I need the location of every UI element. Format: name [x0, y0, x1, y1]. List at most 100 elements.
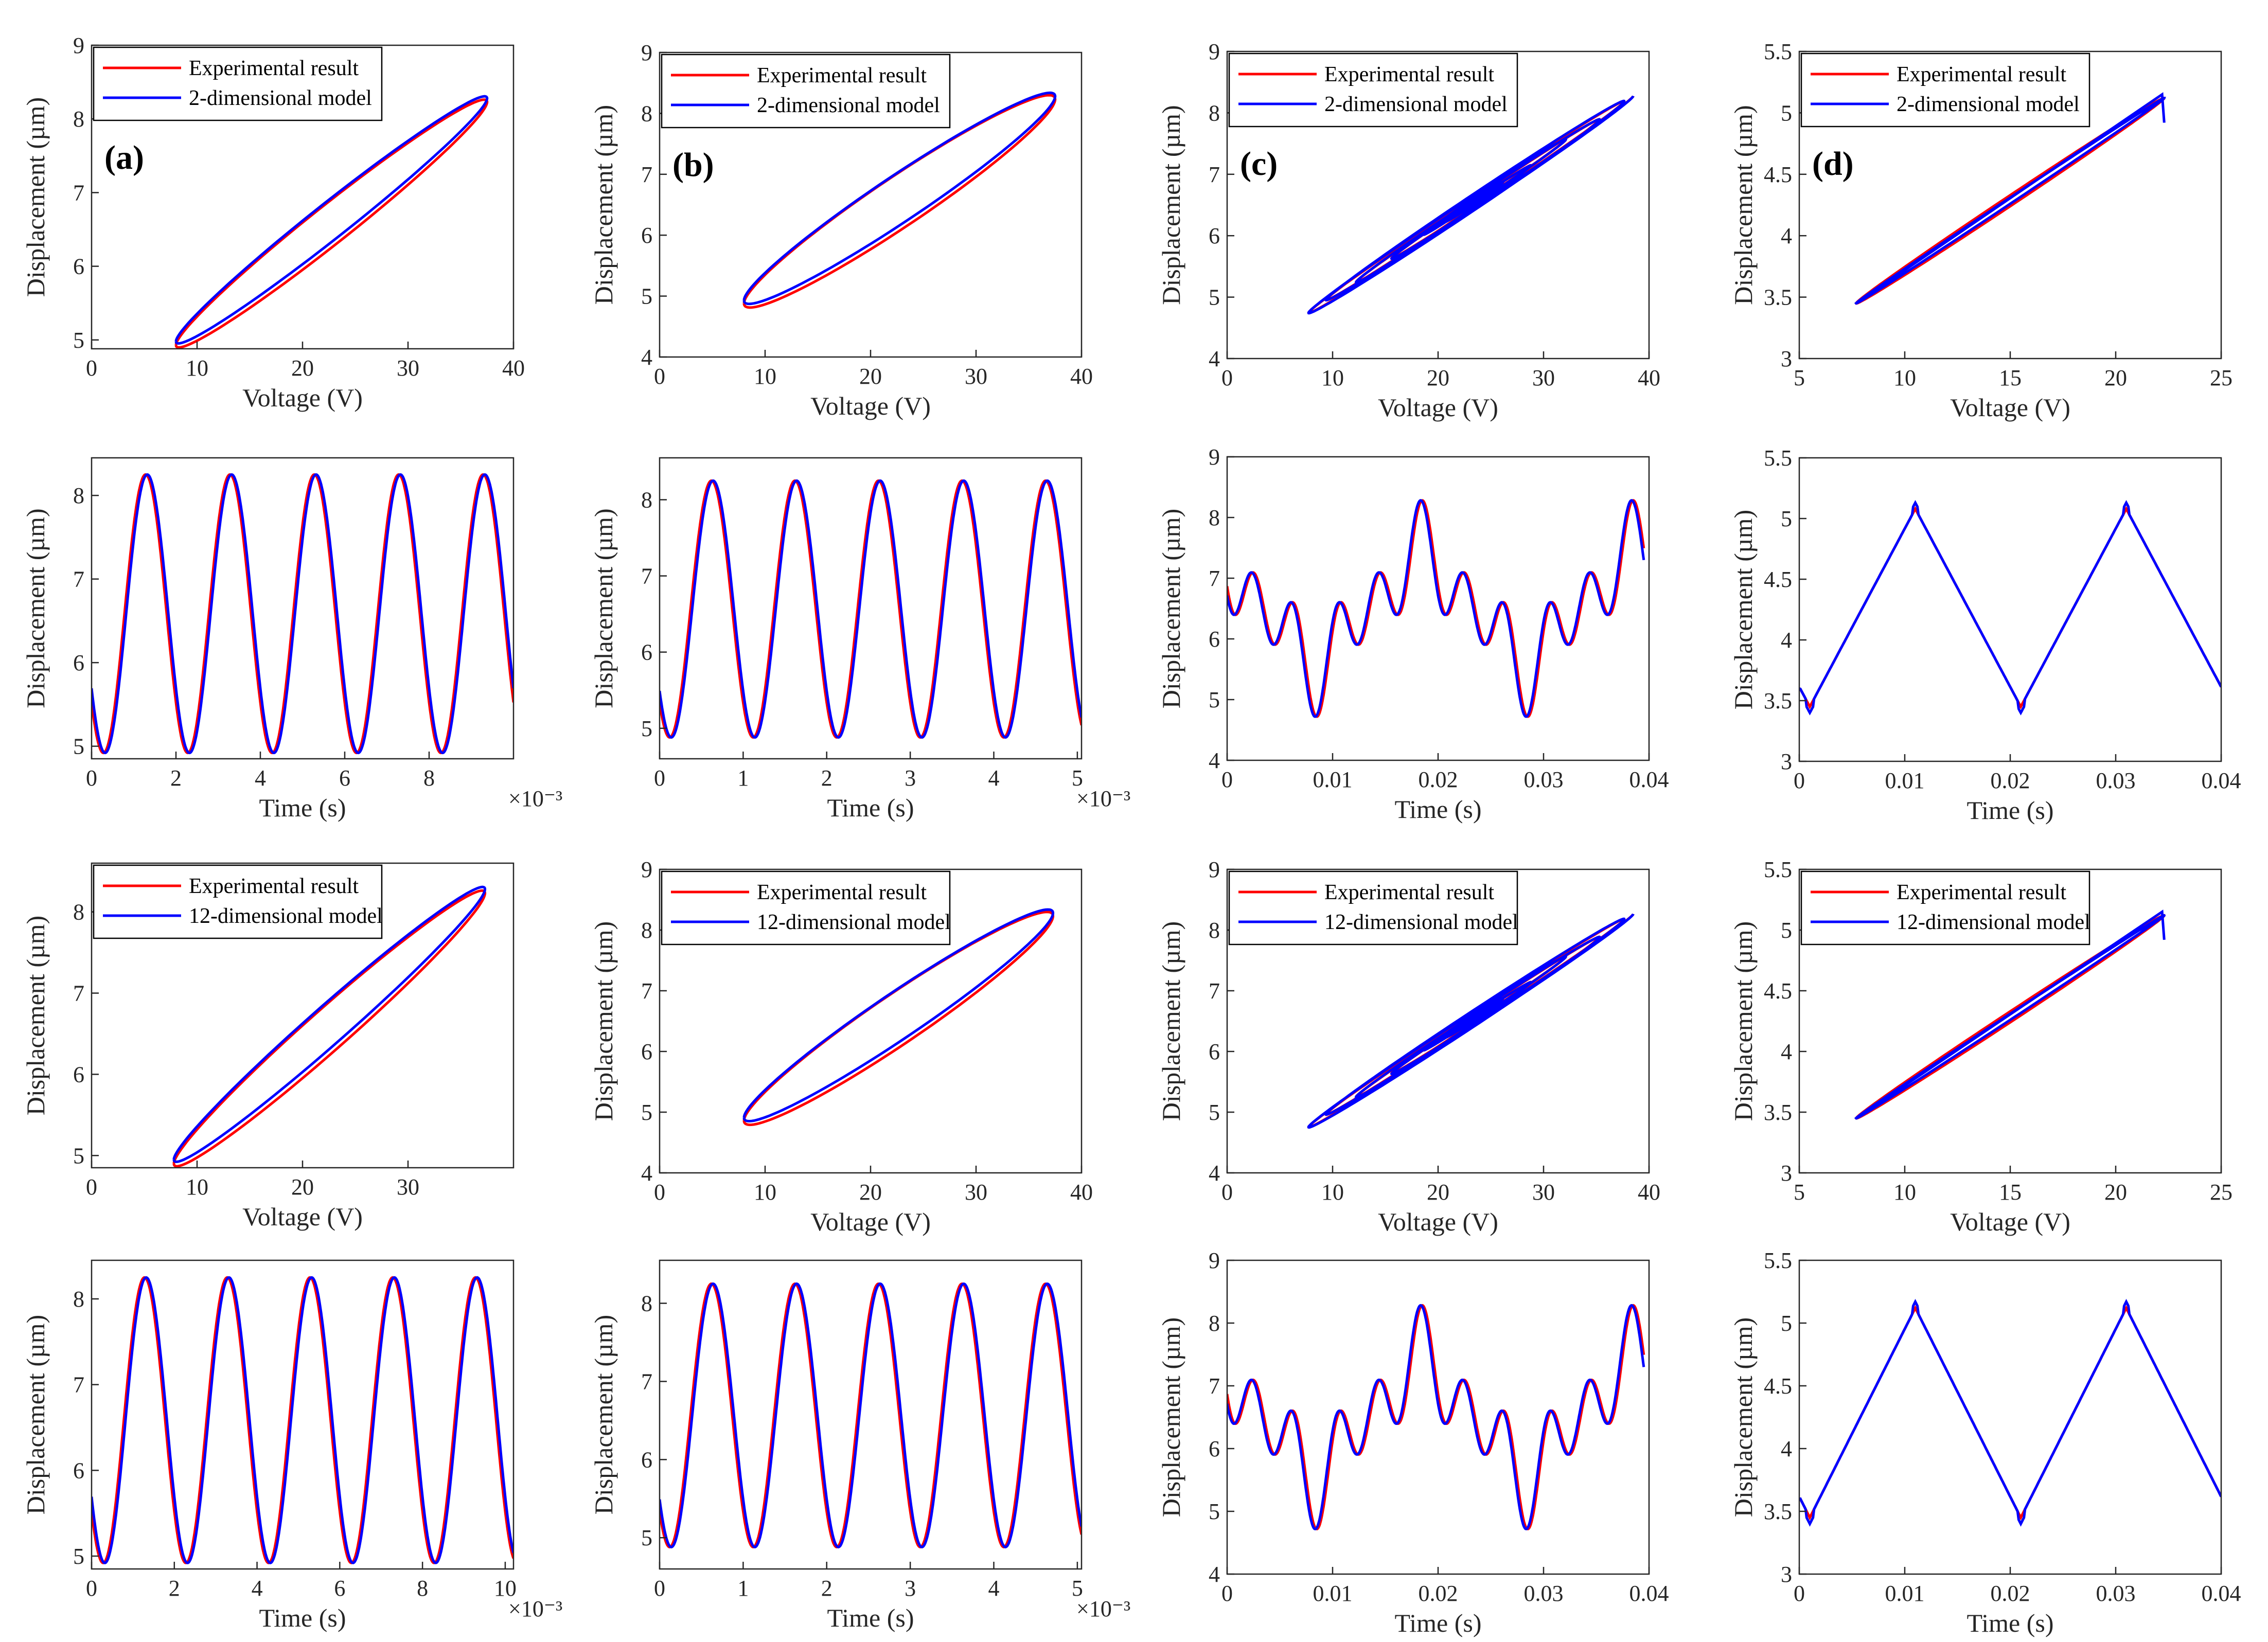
panel-a-time-2d: 0 2 4 6 8 5 6 7 8 Time (s) Displacement (µm) ×10⁻³	[21, 457, 562, 822]
model-curve-c-time-12d	[1227, 1304, 1645, 1530]
x-axis-exponent: ×10⁻³	[1076, 1596, 1130, 1621]
x-tick-label: 10	[754, 364, 776, 389]
x-tick-label: 0.03	[2096, 768, 2136, 793]
x-tick-label: 10	[1893, 365, 1916, 390]
x-tick-label: 10	[1321, 1180, 1344, 1205]
x-axis-label: Voltage (V)	[1950, 1207, 2070, 1236]
x-tick-label: 3	[905, 1576, 916, 1601]
y-tick-label: 7	[73, 180, 84, 205]
y-tick-label: 8	[73, 106, 84, 132]
panel-b-hyst-12d: 0 10 20 30 40 4 5 6 7 8 9 Voltage (V) Displacement (…	[589, 857, 1093, 1236]
y-tick-label: 5	[1781, 918, 1792, 943]
x-axis-label: Voltage (V)	[1378, 393, 1498, 422]
x-axis-exponent: ×10⁻³	[508, 1596, 562, 1621]
y-tick-label: 6	[73, 1062, 84, 1087]
y-tick-label: 6	[1209, 627, 1220, 652]
model-curve-d-time-2d	[1799, 500, 2221, 716]
model-curve-d-time-12d	[1799, 1299, 2221, 1527]
experimental-curve-b-time-12d	[660, 1282, 1082, 1549]
x-tick-label: 10	[186, 355, 208, 381]
x-tick-label: 0.02	[1991, 768, 2030, 793]
x-tick-label: 5	[1794, 365, 1805, 390]
legend-entry: Experimental result	[189, 874, 359, 898]
x-tick-label: 0.04	[2202, 1581, 2241, 1606]
x-axis-label: Voltage (V)	[810, 1207, 931, 1236]
y-tick-label: 5	[73, 328, 84, 353]
legend-box	[93, 864, 383, 939]
x-tick-label: 6	[334, 1576, 345, 1601]
y-axis-label: Displacement (µm)	[1729, 105, 1758, 305]
x-tick-label: 0	[86, 355, 97, 381]
x-tick-label: 5	[1794, 1180, 1805, 1205]
model-curve-b-time-2d	[660, 479, 1082, 739]
x-tick-label: 25	[2210, 1180, 2232, 1205]
legend-box	[1228, 870, 1518, 945]
x-tick-label: 20	[2104, 365, 2127, 390]
x-tick-label: 20	[291, 1174, 314, 1200]
x-tick-label: 0.02	[1419, 1581, 1458, 1606]
x-tick-label: 0	[654, 1180, 665, 1205]
x-axis-label: Voltage (V)	[1950, 393, 2070, 422]
x-tick-label: 20	[859, 1180, 882, 1205]
model-curve-a-time-2d	[92, 473, 513, 755]
y-tick-label: 4	[641, 1161, 652, 1186]
y-tick-label: 3.5	[1764, 1100, 1792, 1125]
x-tick-label: 2	[821, 1576, 832, 1601]
y-tick-label: 4	[641, 345, 652, 370]
axes-frame-b-time-12d	[659, 1259, 1083, 1570]
experimental-curve-a-hyst-2d	[174, 98, 489, 349]
x-tick-label: 4	[255, 765, 266, 791]
x-tick-label: 10	[1321, 365, 1344, 390]
x-tick-label: 0	[1221, 1581, 1233, 1606]
y-tick-label: 9	[641, 857, 652, 882]
x-tick-label: 0.02	[1991, 1581, 2030, 1606]
y-tick-label: 5	[1781, 1311, 1792, 1336]
x-tick-label: 0.01	[1885, 768, 1925, 793]
model-curve-c-hyst-12d	[1307, 913, 1635, 1129]
x-tick-label: 15	[1999, 1180, 2022, 1205]
y-tick-label: 5.5	[1764, 1248, 1792, 1273]
x-tick-label: 10	[1893, 1180, 1916, 1205]
panel-d-time-12d: 0 0.01 0.02 0.03 0.04 3 3.5 4 4.5 5 5.5 Time (s) Dis…	[1729, 1248, 2241, 1637]
legend-entry: Experimental result	[757, 881, 927, 904]
panel-b-time-2d: 0 1 2 3 4 5 5 6 7 8 Time (s) Displacement (µm) ×10⁻³	[589, 457, 1130, 822]
y-tick-label: 9	[1209, 444, 1220, 470]
x-axis-exponent: ×10⁻³	[508, 786, 562, 811]
model-curve-a-hyst-2d	[174, 95, 489, 345]
x-tick-label: 4	[988, 1576, 1000, 1601]
model-curve-a-time-12d	[92, 1276, 513, 1564]
y-tick-label: 5	[73, 734, 84, 759]
y-tick-label: 4	[1781, 628, 1792, 653]
x-tick-label: 20	[859, 364, 882, 389]
model-curve-c-hyst-2d	[1307, 95, 1635, 315]
y-tick-label: 4	[1209, 1161, 1220, 1186]
model-curve-d-hyst-12d	[1854, 909, 2166, 1120]
y-tick-label: 6	[641, 223, 652, 248]
x-axis-label: Time (s)	[827, 1603, 914, 1632]
x-tick-label: 0	[1221, 365, 1233, 390]
x-tick-label: 30	[397, 355, 419, 381]
y-tick-label: 5.5	[1764, 39, 1792, 64]
y-tick-label: 8	[1209, 100, 1220, 126]
y-tick-label: 5	[1209, 285, 1220, 310]
y-tick-label: 7	[73, 567, 84, 592]
y-tick-label: 6	[73, 254, 84, 279]
legend-box	[661, 53, 951, 129]
y-tick-label: 9	[1209, 39, 1220, 64]
y-axis-label: Displacement (µm)	[589, 105, 618, 305]
legend-entry: 2-dimensional model	[1324, 93, 1508, 116]
y-tick-label: 8	[73, 900, 84, 925]
x-tick-label: 10	[494, 1576, 517, 1601]
x-tick-label: 20	[291, 355, 314, 381]
y-tick-label: 8	[641, 918, 652, 943]
y-axis-label: Displacement (µm)	[1729, 921, 1758, 1121]
y-tick-label: 3.5	[1764, 688, 1792, 713]
y-axis-label: Displacement (µm)	[21, 1315, 50, 1514]
x-tick-label: 5	[1072, 1576, 1083, 1601]
y-tick-label: 7	[641, 1369, 652, 1394]
y-tick-label: 5	[641, 1100, 652, 1125]
legend-entry: Experimental result	[1324, 63, 1494, 86]
y-tick-label: 3.5	[1764, 1499, 1792, 1524]
x-tick-label: 15	[1999, 365, 2022, 390]
